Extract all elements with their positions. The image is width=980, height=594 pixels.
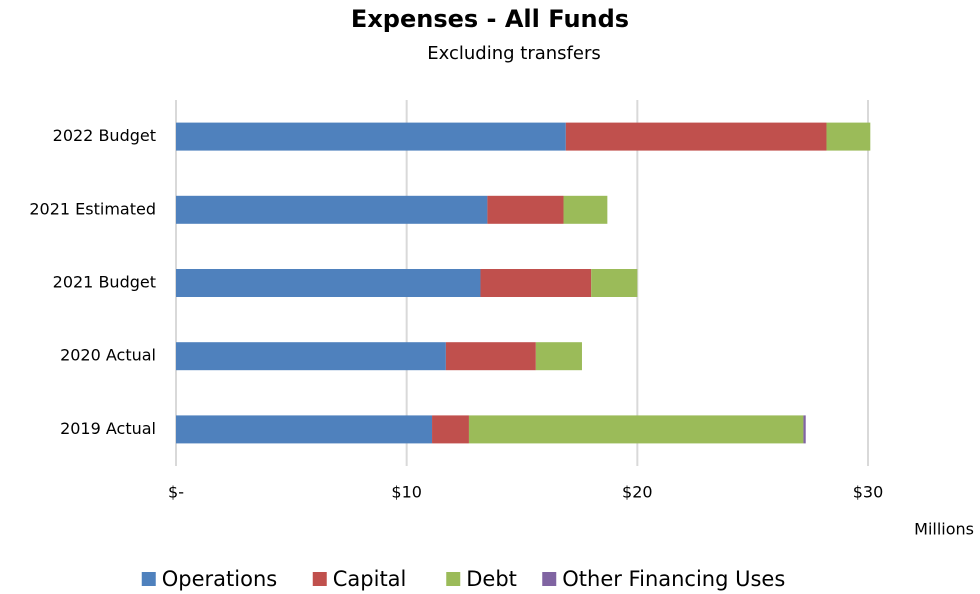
y-tick-label: 2022 Budget	[53, 126, 156, 145]
legend-swatch	[446, 572, 461, 586]
y-tick-label: 2021 Estimated	[29, 199, 156, 218]
bar-segment	[432, 415, 469, 444]
legend-swatch	[312, 572, 327, 586]
bar-segment	[176, 342, 446, 371]
y-tick-label: 2019 Actual	[60, 419, 156, 438]
y-tick-label: 2020 Actual	[60, 346, 156, 365]
bar-segment	[591, 269, 638, 297]
bar-segment	[176, 269, 481, 297]
bar-segment	[176, 195, 488, 224]
bar-segment	[565, 122, 827, 151]
legend-label: Operations	[162, 567, 277, 591]
chart-subtitle: Excluding transfers	[427, 43, 600, 64]
bar-segment	[826, 122, 871, 151]
legend-label: Other Financing Uses	[562, 567, 785, 591]
bar-segment	[480, 269, 592, 297]
bar-segment	[468, 415, 804, 444]
x-tick-label: $10	[391, 483, 422, 502]
chart-title: Expenses - All Funds	[351, 5, 629, 33]
bar-segment	[176, 122, 566, 151]
x-tick-label: $30	[853, 483, 884, 502]
bar-segment	[445, 342, 536, 371]
bar-segment	[563, 195, 608, 224]
legend-label: Capital	[333, 567, 407, 591]
bar-segment	[803, 415, 806, 444]
axis-unit-label: Millions	[914, 520, 974, 539]
legend-label: Debt	[466, 567, 517, 591]
legend-swatch	[141, 572, 156, 586]
bar-segment	[487, 195, 564, 224]
bar-segment	[535, 342, 582, 371]
legend-swatch	[542, 572, 557, 586]
y-tick-label: 2021 Budget	[53, 273, 156, 292]
x-tick-label: $20	[622, 483, 653, 502]
bar-segment	[176, 415, 433, 444]
x-tick-label: $-	[168, 483, 184, 502]
